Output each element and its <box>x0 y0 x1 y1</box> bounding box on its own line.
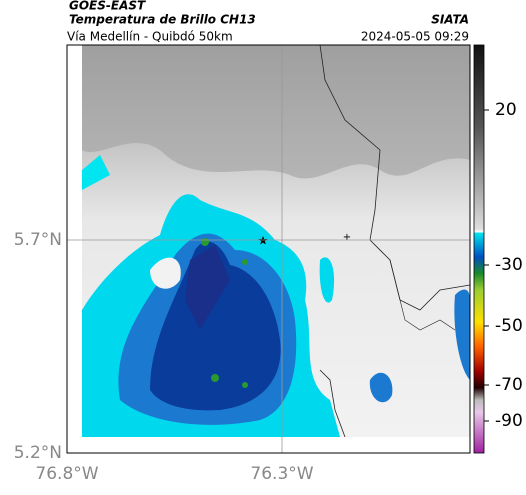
colorbar-tick-label: 20 <box>495 100 517 120</box>
colorbar-tick-label: -70 <box>495 375 523 395</box>
satellite: GOES-EAST <box>69 0 146 13</box>
colorbar <box>473 44 485 454</box>
product: Temperatura de Brillo CH13 <box>69 13 256 27</box>
colorbar-tick-label: -30 <box>495 255 523 275</box>
latitude-label: 5.2°N <box>14 443 62 463</box>
colorbar-tick-label: -50 <box>495 316 523 336</box>
longitude-label: 76.3°W <box>250 464 313 484</box>
longitude-label: 76.8°W <box>35 464 98 484</box>
map-frame <box>66 44 471 454</box>
svg-text:★: ★ <box>258 234 269 248</box>
latitude-label: 5.7°N <box>14 230 62 250</box>
colorbar-tick-label: -90 <box>495 411 523 431</box>
datetime: 2024-05-05 09:29 <box>361 30 469 44</box>
route: Vía Medellín - Quibdó 50km <box>67 30 233 44</box>
svg-text:+: + <box>343 232 351 243</box>
source: SIATA <box>431 13 469 27</box>
colorbar-ticks: 20 -30 -50 -70 -90 <box>484 100 523 431</box>
geo-labels: 5.7°N 5.2°N76.8°W 76.3°W <box>14 230 314 484</box>
map-image: ★ + <box>67 44 471 453</box>
